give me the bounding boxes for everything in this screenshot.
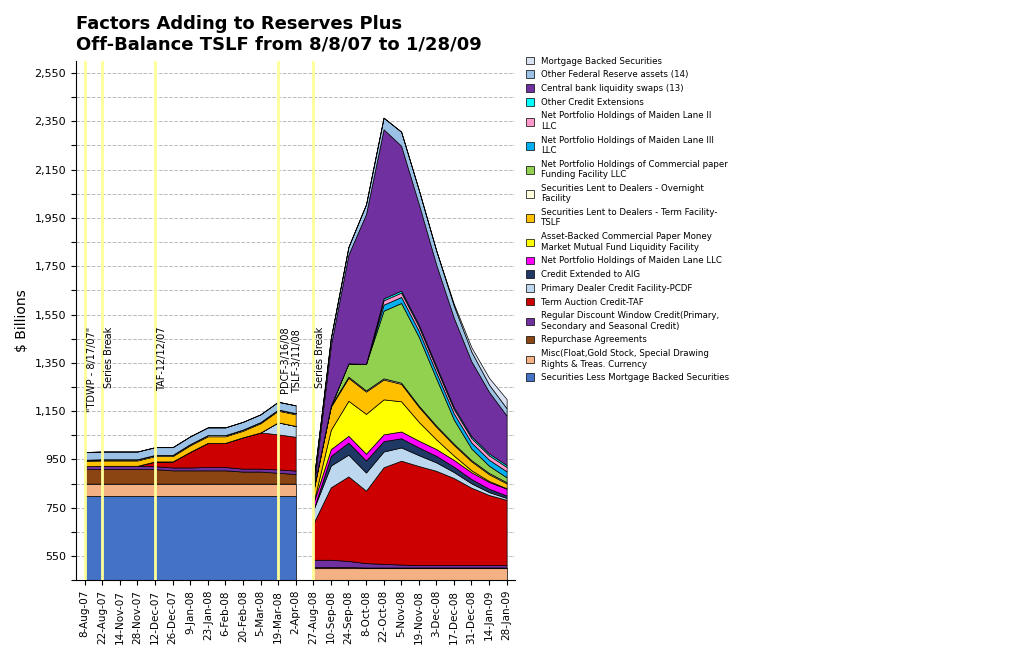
Text: "TDWP - 8/17/07": "TDWP - 8/17/07": [87, 327, 97, 412]
Y-axis label: $ Billions: $ Billions: [15, 289, 29, 352]
Text: TAF-12/12/07: TAF-12/12/07: [157, 327, 167, 391]
Legend: Mortgage Backed Securities, Other Federal Reserve assets (14), Central bank liqu: Mortgage Backed Securities, Other Federa…: [524, 55, 731, 384]
Text: Series Break: Series Break: [315, 327, 325, 388]
Text: Series Break: Series Break: [104, 327, 114, 388]
Text: PDCF-3/16/08
TSLF-3/11/08: PDCF-3/16/08 TSLF-3/11/08: [280, 327, 302, 393]
Text: Factors Adding to Reserves Plus
Off-Balance TSLF from 8/8/07 to 1/28/09: Factors Adding to Reserves Plus Off-Bala…: [75, 15, 481, 54]
